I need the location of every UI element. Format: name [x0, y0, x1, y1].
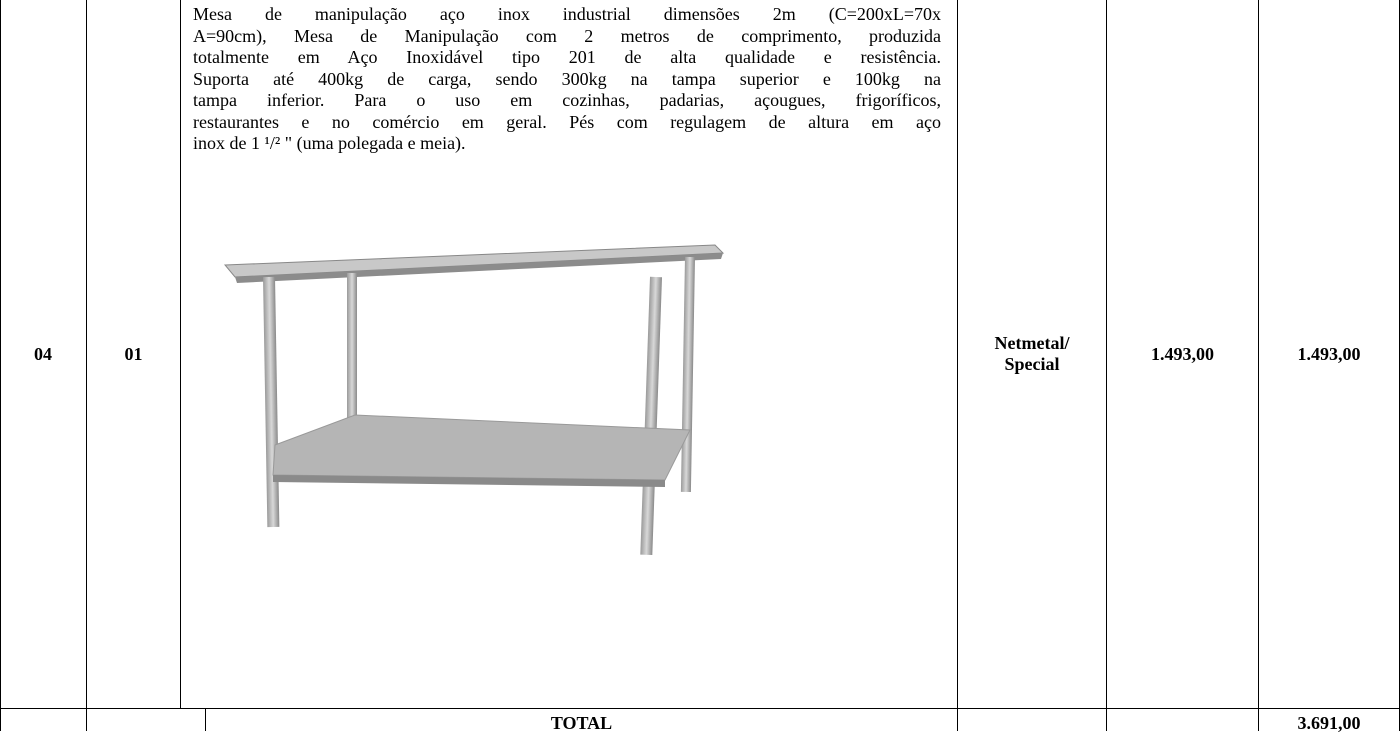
total-label: TOTAL: [550, 712, 613, 733]
brand-line: Special: [1004, 354, 1060, 374]
border: [180, 0, 181, 708]
border: [205, 708, 206, 731]
border: [1258, 0, 1259, 731]
item: 04: [34, 343, 52, 364]
unit-price: 1.493,00: [1151, 343, 1214, 364]
quantity: 01: [124, 343, 143, 364]
border: [0, 0, 1, 731]
description-line: Suporta até 400kg de carga, sendo 300kg …: [193, 68, 941, 89]
border: [86, 0, 87, 731]
border: [957, 0, 958, 731]
description-line: restaurantes e no comércio em geral. Pés…: [193, 111, 941, 132]
border: [1106, 0, 1107, 731]
border: [0, 708, 1400, 709]
description-line: Mesa de manipulação aço inox industrial …: [193, 4, 941, 24]
description-line: inox de 1 ¹/² " (uma polegada e meia).: [193, 133, 466, 153]
total-value: 3.691,00: [1297, 712, 1361, 733]
description-line: A=90cm), Mesa de Manipulação com 2 metro…: [193, 25, 941, 46]
description-line: totalmente em Aço Inoxidável tipo 201 de…: [193, 47, 941, 67]
brand: Netmetal/ Special: [958, 0, 1106, 708]
brand-line: Netmetal/: [994, 333, 1070, 353]
description-line: tampa inferior. Para o uso em cozinhas, …: [193, 90, 941, 110]
total-price: 1.493,00: [1297, 343, 1361, 364]
description: Mesa de manipulação aço inox industrial …: [193, 4, 941, 155]
product-image: [223, 244, 725, 556]
